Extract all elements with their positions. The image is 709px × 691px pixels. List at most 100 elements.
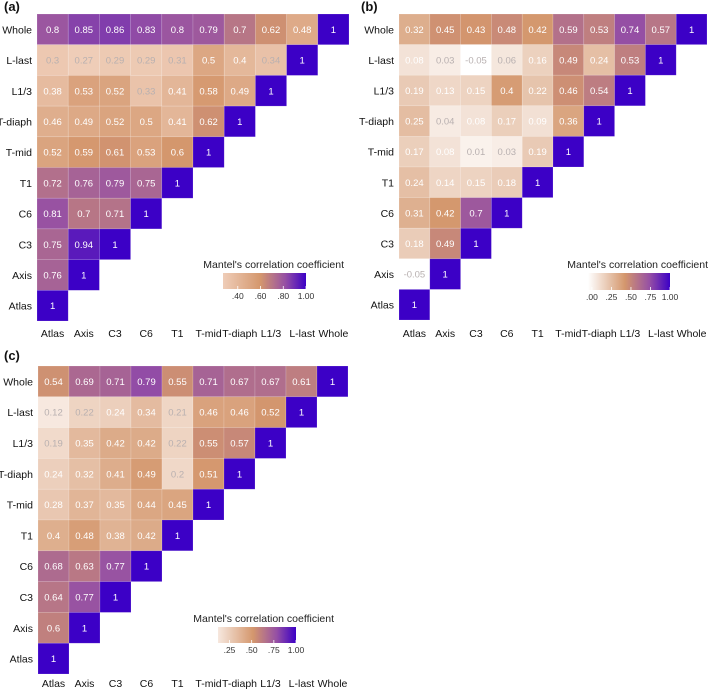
heatmap-cell xyxy=(68,612,101,644)
y-tick-label: L-last xyxy=(368,55,394,67)
heatmap-cell xyxy=(675,13,708,45)
cell-value-label: 0.76 xyxy=(75,178,94,189)
cell-value-label: 0.61 xyxy=(292,377,311,388)
cell-value-label: 0.24 xyxy=(106,408,125,419)
cell-value-label: 0.71 xyxy=(199,377,218,388)
cell-value-label: 0.53 xyxy=(621,55,640,66)
legend-tick-label: 1.00 xyxy=(662,292,679,302)
heatmap-cell xyxy=(552,105,585,137)
heatmap-cell xyxy=(67,228,100,260)
heatmap-cell xyxy=(130,75,163,107)
heatmap-cell xyxy=(67,136,100,168)
cell-value-label: 0.59 xyxy=(559,25,578,36)
heatmap-cell xyxy=(161,167,194,199)
heatmap-cell xyxy=(223,365,256,398)
heatmap-cell xyxy=(460,105,492,137)
heatmap-cell xyxy=(583,105,615,137)
heatmap-cell xyxy=(130,105,163,138)
x-tick-label: T-mid xyxy=(195,328,221,340)
heatmap-cell xyxy=(68,581,101,613)
heatmap-cell xyxy=(130,396,163,428)
cell-value-label: 1 xyxy=(299,408,304,419)
heatmap-cell xyxy=(254,396,287,428)
cell-value-label: 1 xyxy=(175,178,180,189)
heatmap-cell xyxy=(398,166,431,198)
cell-value-label: 1 xyxy=(206,500,211,511)
heatmap-cell xyxy=(130,458,163,490)
cell-value-label: 0.01 xyxy=(467,147,486,158)
cell-value-label: 0.36 xyxy=(559,117,578,128)
cell-value-label: 1 xyxy=(535,178,540,189)
cell-value-label: 0.43 xyxy=(467,25,486,36)
x-tick-label: Axis xyxy=(74,328,94,340)
heatmap-cell xyxy=(130,519,163,552)
y-tick-label: T-diaph xyxy=(359,116,394,128)
cell-value-label: 0.42 xyxy=(528,25,547,36)
cell-value-label: 1 xyxy=(597,117,602,128)
legend-tick-label: .50 xyxy=(625,292,637,302)
y-tick-label: C3 xyxy=(19,239,33,251)
heatmap-cell xyxy=(285,396,318,428)
cell-value-label: 0.41 xyxy=(168,86,187,97)
legend-tick-label: .75 xyxy=(268,645,280,655)
cell-value-label: 0.46 xyxy=(199,408,218,419)
y-tick-label: Whole xyxy=(3,376,33,388)
cell-value-label: 0.34 xyxy=(137,408,156,419)
y-tick-label: C6 xyxy=(20,561,34,573)
x-tick-label: L-last xyxy=(289,678,315,690)
heatmap-cell xyxy=(67,105,100,138)
heatmap-cell xyxy=(491,197,523,229)
heatmap-cell xyxy=(491,13,523,45)
heatmap-cell xyxy=(521,13,554,45)
cell-value-label: 0.7 xyxy=(77,209,90,220)
heatmap-cell xyxy=(429,166,461,198)
heatmap-cell xyxy=(99,136,131,168)
heatmap-cell xyxy=(130,365,163,398)
cell-value-label: 0.7 xyxy=(469,208,482,219)
heatmap-cell xyxy=(99,167,131,199)
y-tick-label: Axis xyxy=(374,269,394,281)
cell-value-label: 0.03 xyxy=(498,147,517,158)
cell-value-label: 0.24 xyxy=(44,469,63,480)
cell-value-label: 1 xyxy=(412,300,417,311)
cell-value-label: 0.77 xyxy=(75,593,94,604)
heatmap-cell xyxy=(192,396,225,428)
heatmap-cell xyxy=(67,75,100,107)
cell-value-label: 0.24 xyxy=(590,55,609,66)
cell-value-label: 1 xyxy=(206,148,211,159)
y-tick-label: T-mid xyxy=(6,147,32,159)
cell-value-label: 0.15 xyxy=(467,178,486,189)
cell-value-label: 0.06 xyxy=(498,55,517,66)
heatmap-cell xyxy=(398,227,431,260)
cell-value-label: 0.94 xyxy=(75,240,94,251)
heatmap-cell xyxy=(429,105,461,137)
cell-value-label: 0.38 xyxy=(43,86,62,97)
heatmap-cell xyxy=(192,427,225,459)
heatmap-cell xyxy=(286,44,319,76)
cell-value-label: 0.17 xyxy=(498,117,517,128)
cell-value-label: 1 xyxy=(473,239,478,250)
cell-value-label: -0.05 xyxy=(465,55,487,66)
heatmap-cell xyxy=(99,228,131,260)
cell-value-label: 0.69 xyxy=(75,377,94,388)
heatmap-cell xyxy=(398,74,431,107)
x-tick-label: Atlas xyxy=(403,328,426,340)
cell-value-label: 0.86 xyxy=(106,25,125,36)
x-tick-label: Whole xyxy=(319,328,349,340)
cell-value-label: 1 xyxy=(237,469,242,480)
legend-tick-label: .40 xyxy=(232,291,244,301)
x-tick-label: C6 xyxy=(500,328,514,340)
cell-value-label: 1 xyxy=(51,654,56,665)
heatmap-cell xyxy=(36,289,69,322)
cell-value-label: 0.15 xyxy=(467,86,486,97)
x-tick-label: T-diaph xyxy=(582,328,617,340)
cell-value-label: 0.74 xyxy=(621,25,640,36)
heatmap-cell xyxy=(255,75,287,107)
heatmap-cell xyxy=(67,167,100,199)
heatmap-cell xyxy=(68,365,101,398)
heatmap-c: Whole 0.54 0.69 0.71 0.79 0.55 0.71 0.67 0.67 0.6… xyxy=(0,365,349,690)
cell-value-label: 0.71 xyxy=(106,209,125,220)
legend-tick-label: .75 xyxy=(645,292,657,302)
x-tick-label: L1/3 xyxy=(620,328,641,340)
cell-value-label: 0.37 xyxy=(75,500,94,511)
